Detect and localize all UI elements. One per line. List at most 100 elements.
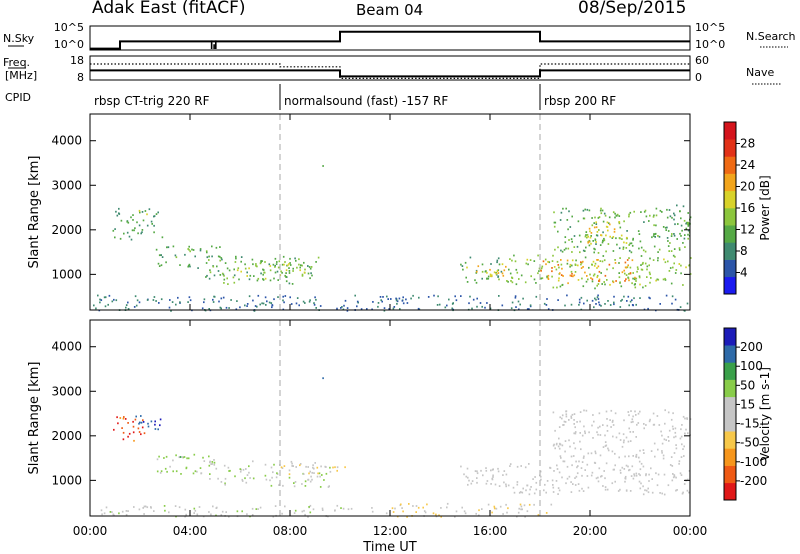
colorbar-swatch: [724, 448, 736, 466]
power-data-cell: [146, 224, 149, 227]
velocity-data-cell: [193, 507, 196, 510]
velocity-data-cell: [125, 510, 128, 512]
velocity-data-cell: [344, 466, 346, 469]
colorbar-frame: [723, 327, 737, 501]
velocity-data-cell: [225, 511, 227, 513]
velocity-data-cell: [137, 427, 140, 430]
power-data-cell: [649, 273, 651, 276]
power-data-cell: [146, 299, 149, 301]
velocity-data-cell: [309, 470, 311, 473]
power-data-cell: [551, 270, 553, 273]
power-data-cell: [125, 304, 128, 306]
velocity-data-cell: [241, 478, 244, 481]
velocity-data-cell: [528, 463, 530, 465]
power-data-cell: [679, 306, 682, 308]
velocity-data-cell: [502, 474, 504, 476]
velocity-data-cell: [607, 449, 610, 452]
velocity-data-cell: [241, 480, 244, 482]
velocity-data-cell: [208, 511, 210, 513]
velocity-data-cell: [179, 456, 182, 458]
power-data-cell: [664, 279, 667, 281]
velocity-data-cell: [475, 512, 477, 515]
velocity-data-cell: [280, 466, 283, 469]
power-data-cell: [401, 299, 404, 302]
power-data-cell: [276, 261, 278, 263]
velocity-data-cell: [143, 513, 145, 515]
velocity-data-cell: [135, 415, 137, 418]
power-data-cell: [584, 250, 586, 252]
power-data-cell: [311, 274, 313, 277]
power-data-cell: [346, 309, 349, 312]
velocity-data-cell: [565, 415, 568, 418]
power-data-cell: [587, 240, 589, 243]
power-data-cell: [533, 278, 536, 281]
power-data-cell: [541, 265, 544, 268]
velocity-data-cell: [264, 474, 267, 477]
velocity-data-cell: [682, 448, 684, 450]
power-data-cell: [133, 229, 135, 232]
power-data-cell: [205, 276, 207, 278]
velocity-data-cell: [146, 506, 149, 509]
velocity-data-cell: [558, 471, 561, 474]
power-data-cell: [474, 279, 476, 282]
power-data-cell: [462, 268, 464, 271]
velocity-data-cell: [623, 468, 626, 470]
velocity-data-cell: [308, 506, 310, 508]
power-data-cell: [262, 302, 265, 305]
power-data-cell: [642, 261, 644, 264]
velocity-data-cell: [518, 507, 520, 510]
power-data-cell: [302, 300, 305, 303]
power-data-cell: [537, 254, 539, 257]
power-data-cell: [626, 230, 628, 232]
velocity-data-cell: [485, 469, 488, 472]
power-data-cell: [653, 245, 656, 248]
velocity-data-cell: [314, 462, 316, 464]
power-data-cell: [648, 296, 650, 299]
velocity-data-cell: [558, 442, 561, 445]
power-data-cell: [199, 249, 202, 252]
power-data-cell: [553, 211, 555, 214]
power-data-cell: [567, 247, 570, 250]
power-data-cell: [402, 302, 405, 305]
power-data-cell: [158, 265, 161, 267]
power-data-cell: [614, 216, 616, 219]
power-data-cell: [596, 234, 599, 237]
power-data-cell: [647, 307, 649, 310]
power-data-cell: [395, 299, 398, 302]
velocity-data-cell: [241, 510, 243, 513]
velocity-data-cell: [371, 510, 374, 513]
velocity-data-cell: [688, 491, 690, 494]
power-data-cell: [632, 237, 634, 240]
power-data-cell: [208, 255, 210, 258]
power-data-cell: [649, 297, 651, 300]
power-data-cell: [211, 245, 213, 248]
power-data-cell: [187, 301, 189, 303]
power-data-cell: [275, 263, 278, 265]
velocity-data-cell: [649, 418, 651, 421]
power-data-cell: [552, 286, 555, 289]
velocity-data-cell: [163, 505, 166, 507]
power-data-cell: [155, 213, 158, 215]
power-data-cell: [248, 295, 251, 298]
velocity-data-cell: [487, 503, 490, 506]
velocity-data-cell: [572, 455, 575, 457]
velocity-data-cell: [667, 436, 670, 438]
velocity-data-cell: [466, 467, 469, 470]
velocity-data-cell: [651, 478, 653, 480]
velocity-data-cell: [671, 425, 674, 428]
velocity-data-cell: [552, 491, 555, 493]
velocity-data-cell: [327, 486, 330, 488]
velocity-data-cell: [639, 449, 641, 452]
velocity-data-cell: [552, 444, 555, 447]
power-data-cell: [115, 299, 118, 302]
power-data-cell: [559, 272, 561, 275]
power-data-cell: [218, 300, 220, 303]
velocity-data-cell: [288, 476, 291, 479]
velocity-data-cell: [224, 482, 226, 485]
power-data-cell: [643, 221, 645, 223]
power-data-cell: [598, 278, 601, 281]
velocity-data-cell: [579, 440, 581, 443]
power-data-cell: [298, 263, 300, 266]
velocity-data-cell: [674, 431, 677, 434]
velocity-data-cell: [283, 465, 286, 467]
